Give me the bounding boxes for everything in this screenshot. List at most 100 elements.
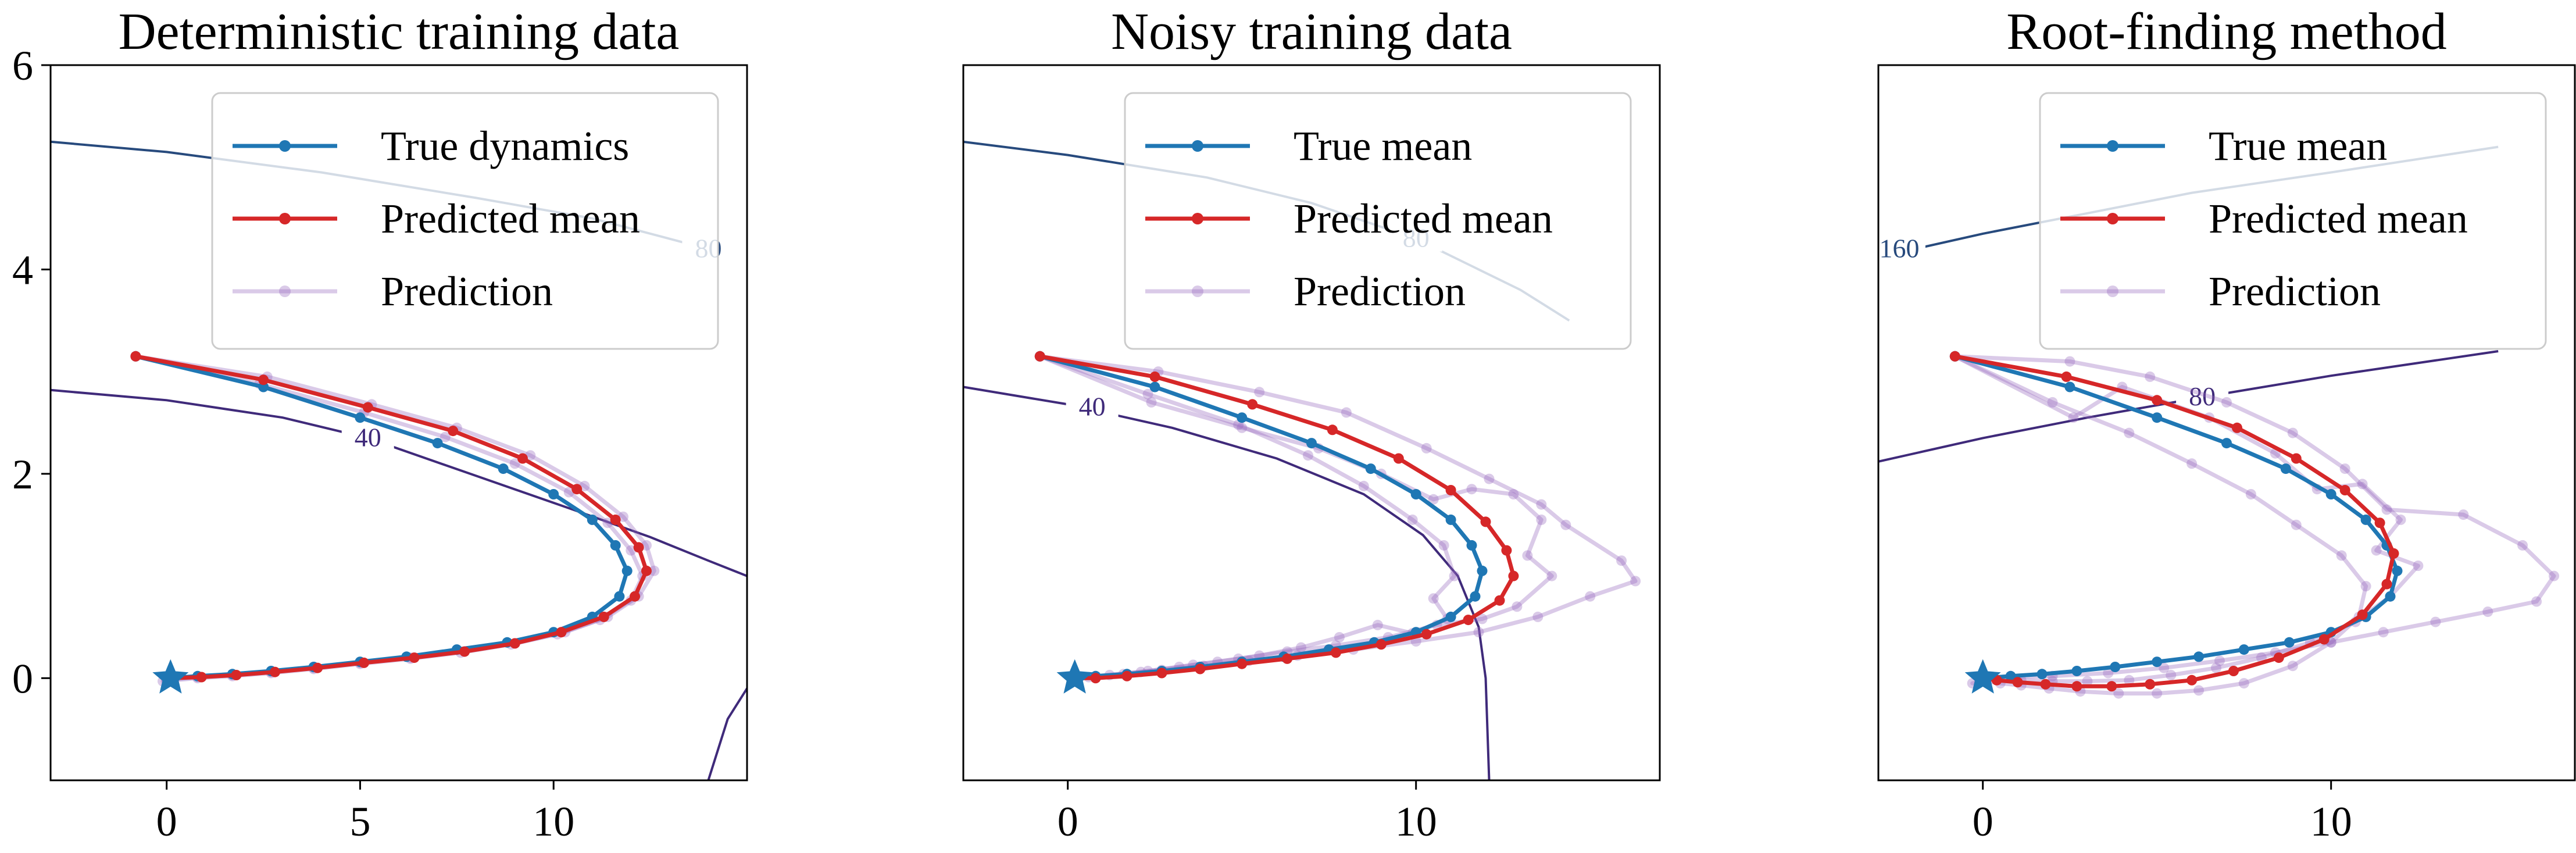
data-point <box>2047 397 2058 408</box>
legend: True dynamics Predicted mean Prediction <box>211 92 719 350</box>
data-point <box>270 666 280 677</box>
data-point <box>1146 397 1157 408</box>
data-point <box>1247 399 1258 410</box>
data-point <box>459 646 470 657</box>
data-point <box>1303 450 1313 461</box>
data-point <box>2040 679 2051 690</box>
data-point <box>2113 688 2124 699</box>
data-point <box>2186 674 2198 686</box>
data-point <box>130 351 141 362</box>
contour-line-0 <box>1878 350 2499 463</box>
legend-swatch-marker <box>2107 213 2118 224</box>
data-point <box>1466 540 1477 551</box>
series-line <box>133 354 645 684</box>
series-1 <box>130 351 652 684</box>
data-point <box>610 540 621 551</box>
data-point <box>1407 514 1418 525</box>
contour-label-0: 40 <box>1079 392 1106 422</box>
data-point <box>1149 371 1160 382</box>
legend-entry-label: Prediction <box>1294 268 1466 315</box>
y-tick-label: 4 <box>12 247 33 293</box>
series-1 <box>1949 351 2399 692</box>
data-point <box>2549 570 2560 581</box>
data-point <box>1445 514 1456 525</box>
contour-line-2 <box>707 687 747 780</box>
data-point <box>1282 653 1293 664</box>
data-point <box>571 484 583 495</box>
data-point <box>587 514 598 525</box>
series-line <box>133 354 656 683</box>
data-point <box>630 591 640 602</box>
legend-entry-label: True mean <box>1294 123 1472 169</box>
data-point <box>1034 351 1045 362</box>
x-tick-label: 5 <box>349 798 370 845</box>
data-point <box>2291 519 2302 530</box>
data-point <box>633 542 644 553</box>
data-point <box>1327 424 1338 436</box>
legend-swatch-marker <box>1192 213 1203 224</box>
data-point <box>1508 570 1519 581</box>
legend-entry-label: True dynamics <box>381 123 629 169</box>
legend-entry-label: Predicted mean <box>381 195 640 242</box>
x-tick-label: 10 <box>1395 798 1437 845</box>
data-point <box>2339 485 2350 495</box>
data-point <box>2110 662 2121 672</box>
data-point <box>2430 616 2441 627</box>
data-point <box>1512 601 1523 612</box>
axes-frame <box>1877 64 2576 781</box>
x-tick-label: 0 <box>1057 798 1078 845</box>
series-1 <box>1034 351 1519 684</box>
legend-swatch-marker <box>279 213 291 224</box>
data-point <box>2064 356 2075 367</box>
data-point <box>2388 548 2399 559</box>
subplot-root-finding: Root-finding method 80 160 0 10 True mean Pred… <box>1877 3 2576 845</box>
data-point <box>2152 656 2163 668</box>
series-3 <box>130 351 648 687</box>
data-point <box>2284 637 2295 648</box>
series-line <box>133 354 649 680</box>
contour-label-bg-0 <box>1066 390 1119 420</box>
data-point <box>1508 489 1519 499</box>
data-point <box>2068 412 2079 423</box>
data-point <box>2482 606 2493 618</box>
data-point <box>2186 458 2198 469</box>
data-point <box>2291 453 2302 464</box>
data-point <box>1421 629 1432 640</box>
x-tick-label: 10 <box>2310 798 2352 845</box>
data-point <box>2336 550 2347 561</box>
legend-box <box>1124 92 1632 350</box>
legend: True mean Predicted mean Prediction <box>2039 92 2547 350</box>
data-point <box>2458 509 2469 520</box>
data-point <box>1421 442 1432 454</box>
data-point <box>649 565 660 576</box>
data-point <box>1306 438 1317 449</box>
contour-label-0: 80 <box>2189 381 2216 411</box>
data-point <box>440 431 451 442</box>
data-point <box>2071 666 2082 676</box>
data-point <box>1237 422 1248 433</box>
data-point <box>258 374 269 386</box>
legend: True mean Predicted mean Prediction <box>1124 92 1632 350</box>
data-point <box>1494 595 1505 606</box>
data-point <box>2357 479 2368 490</box>
data-point <box>2413 561 2424 571</box>
data-point <box>610 514 621 525</box>
data-point <box>1121 670 1132 681</box>
data-point <box>1536 514 1547 525</box>
data-point <box>2273 652 2284 663</box>
data-point <box>2145 679 2156 690</box>
data-point <box>1365 463 1376 474</box>
chart-title: Root-finding method <box>2006 3 2446 60</box>
data-point <box>2280 463 2291 474</box>
data-point <box>2106 681 2117 692</box>
data-point <box>641 565 652 576</box>
legend-box <box>211 92 719 350</box>
data-point <box>2318 634 2330 645</box>
data-point <box>2064 381 2075 392</box>
data-point <box>2357 609 2368 620</box>
data-point <box>1546 570 1557 581</box>
data-point <box>2325 489 2336 499</box>
data-point <box>1296 642 1306 653</box>
data-point <box>2071 681 2082 692</box>
